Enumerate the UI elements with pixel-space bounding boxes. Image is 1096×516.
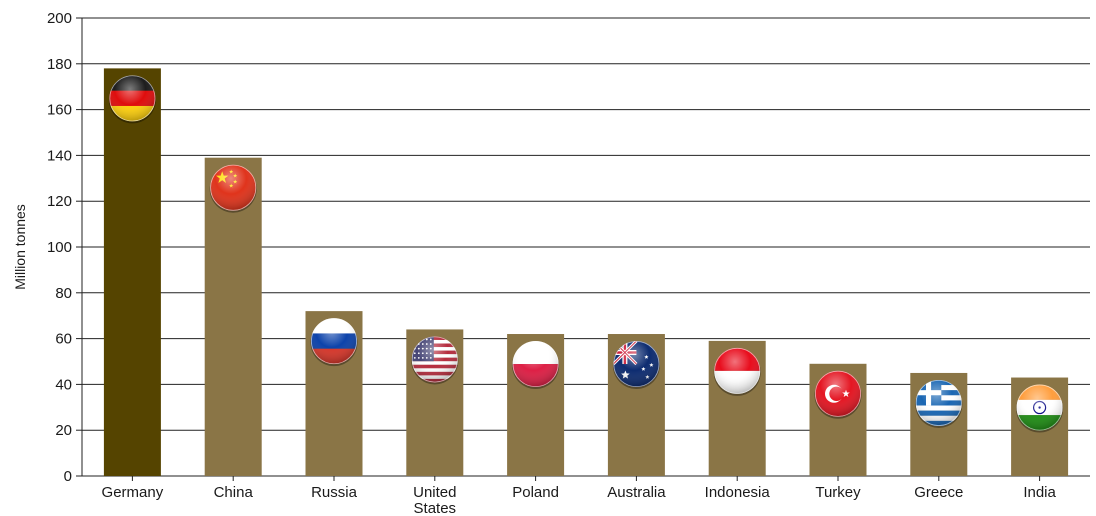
y-tick-label: 160 <box>47 102 72 119</box>
flags <box>108 75 1064 433</box>
y-tick-label: 0 <box>64 468 72 485</box>
x-tick-label: Australia <box>607 484 666 501</box>
x-tick-label: Greece <box>914 484 963 501</box>
poland-flag-icon <box>512 341 560 390</box>
y-tick-label: 40 <box>55 376 72 393</box>
x-tick-label: United <box>413 484 456 501</box>
china-flag-icon <box>209 164 257 213</box>
x-tick-label: Turkey <box>815 484 861 501</box>
australia-flag-icon <box>612 341 660 390</box>
germany-flag-icon <box>108 75 156 124</box>
x-tick-label: Germany <box>102 484 164 501</box>
y-tick-label: 20 <box>55 422 72 439</box>
y-axis-label: Million tonnes <box>12 204 28 290</box>
y-tick-label: 120 <box>47 193 72 210</box>
greece-flag-icon <box>915 379 963 428</box>
y-tick-label: 60 <box>55 331 72 348</box>
indonesia-flag-icon <box>713 347 761 396</box>
x-tick-label: Russia <box>311 484 358 501</box>
y-axis-ticks: 0 20 40 60 80 100 120 140 160 180 200 <box>47 10 82 485</box>
x-tick-label: Poland <box>512 484 559 501</box>
russia-flag-icon <box>310 318 358 367</box>
united-states-flag-icon <box>411 336 459 385</box>
y-tick-label: 140 <box>47 147 72 164</box>
x-tick-label: Indonesia <box>705 484 771 501</box>
turkey-flag-icon <box>814 370 862 419</box>
india-flag-icon <box>1016 384 1064 433</box>
x-tick-label: China <box>214 484 254 501</box>
bar <box>103 68 161 476</box>
x-tick-label: India <box>1023 484 1056 501</box>
y-tick-label: 180 <box>47 56 72 73</box>
y-tick-label: 100 <box>47 239 72 256</box>
y-tick-label: 80 <box>55 285 72 302</box>
y-tick-label: 200 <box>47 10 72 27</box>
x-tick-label: States <box>414 500 457 516</box>
bar <box>204 157 262 476</box>
